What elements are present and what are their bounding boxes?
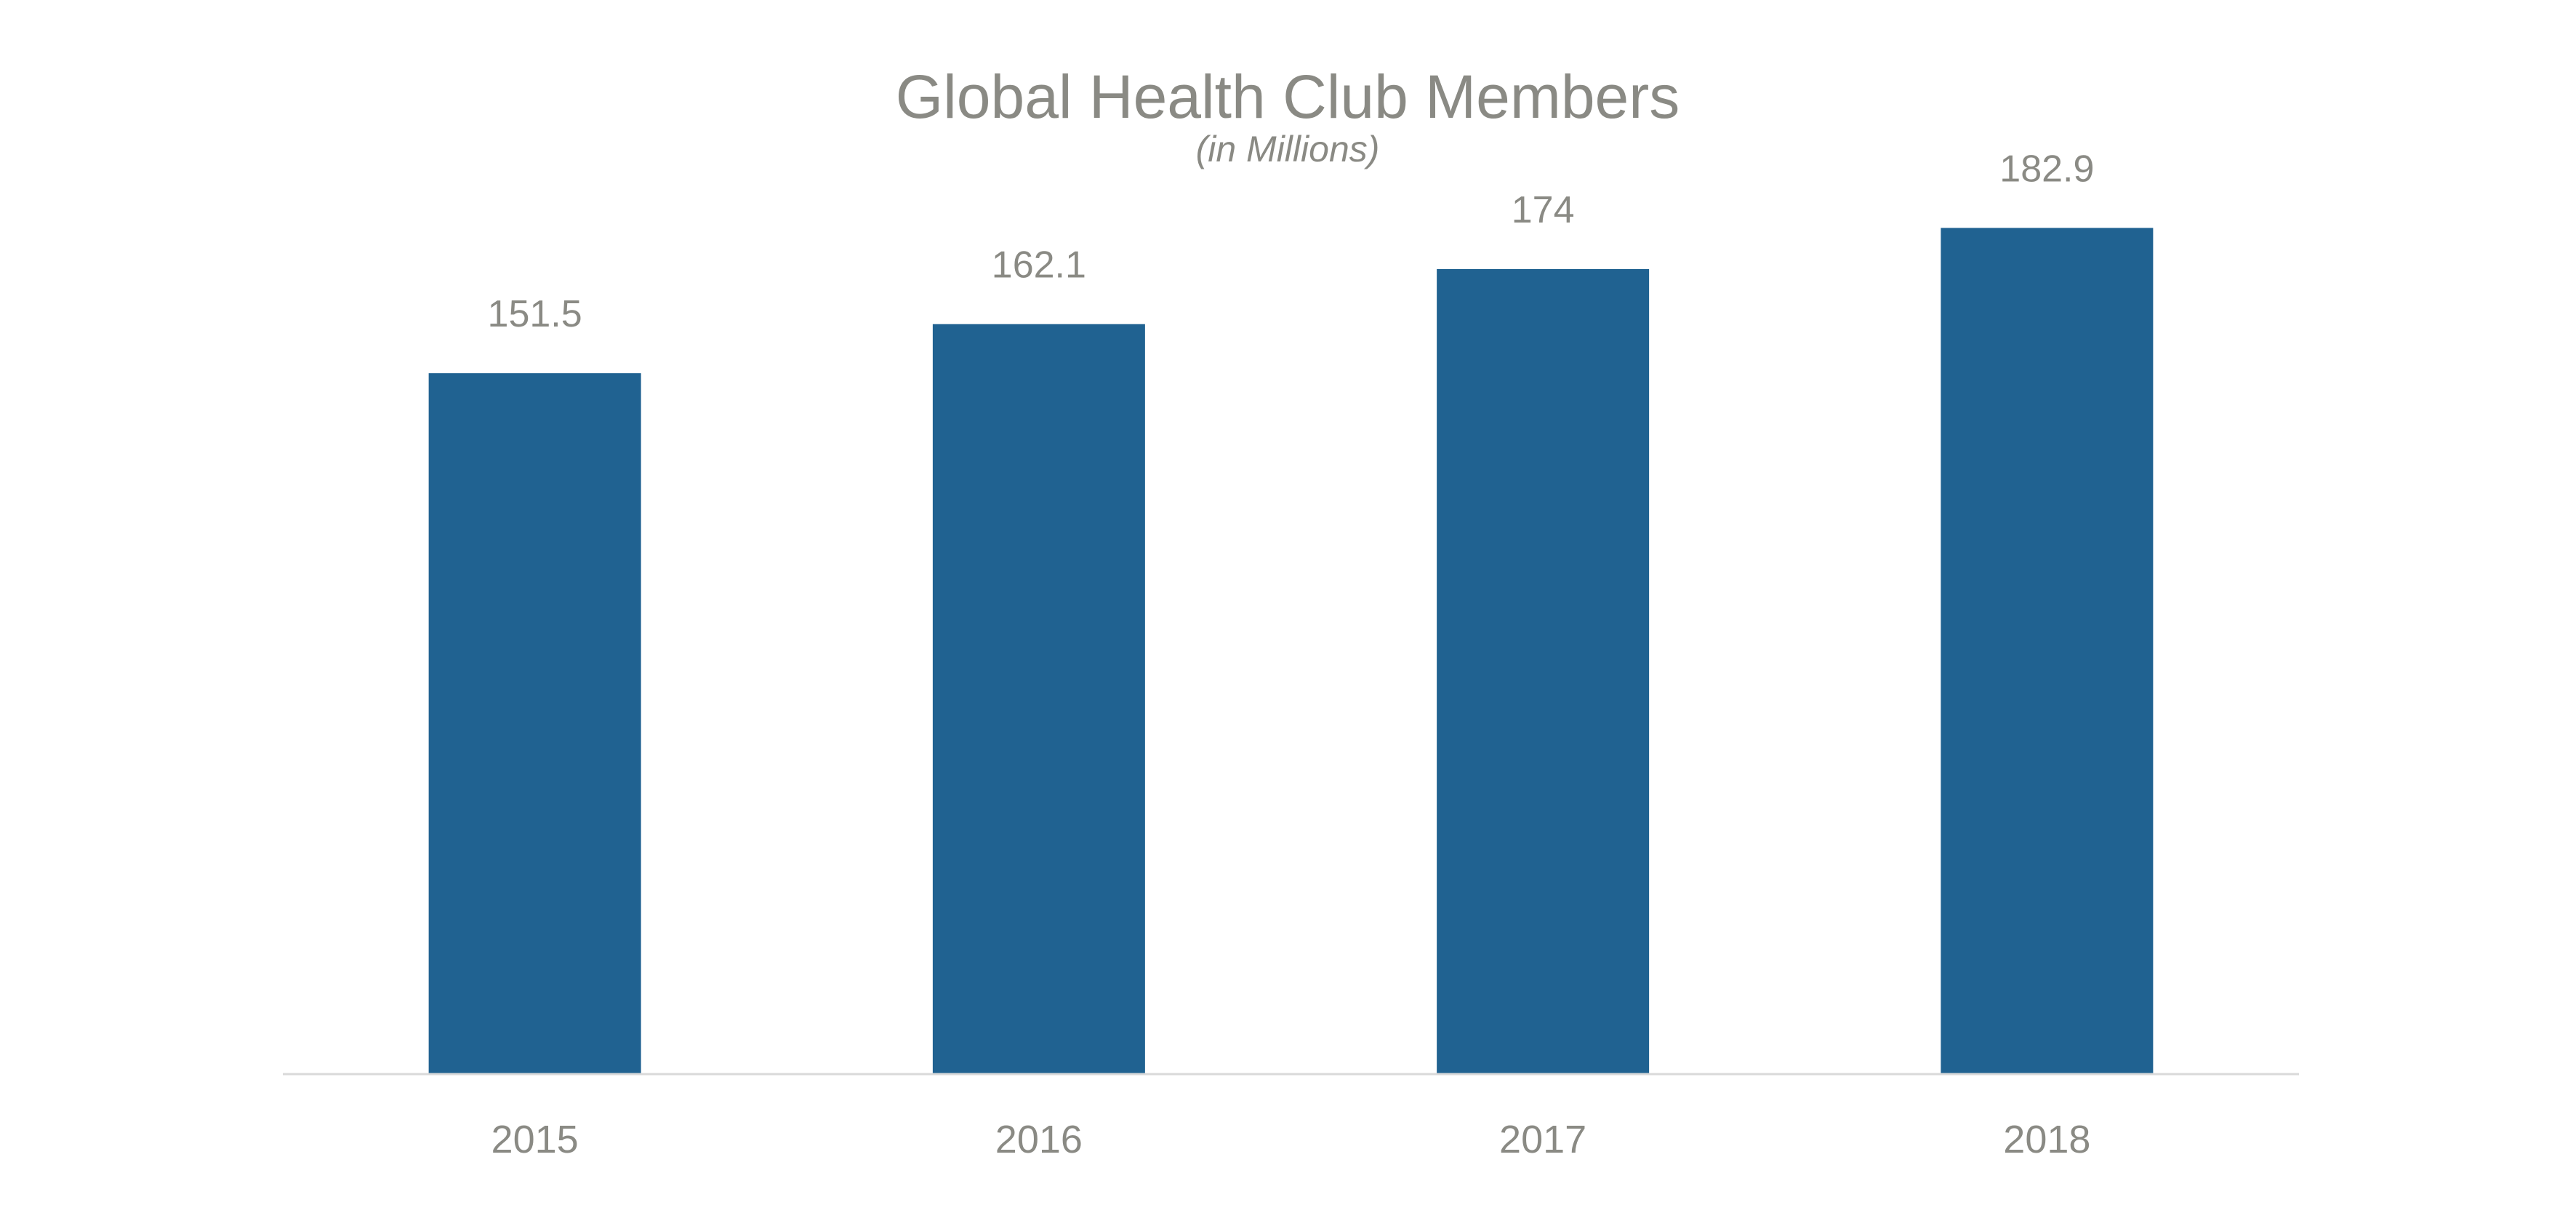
data-label-group: 151.5 162.1 174 182.9 bbox=[488, 148, 2095, 335]
x-tick-label-2017: 2017 bbox=[1499, 1118, 1586, 1161]
x-tick-label-2015: 2015 bbox=[491, 1118, 579, 1161]
bar-2015 bbox=[428, 373, 641, 1074]
bar-2018 bbox=[1941, 228, 2154, 1075]
x-tick-group: 2015 2016 2017 2018 bbox=[491, 1118, 2091, 1161]
data-label-2018: 182.9 bbox=[1999, 148, 2094, 190]
chart-subtitle: (in Millions) bbox=[1196, 129, 1380, 169]
data-label-2015: 151.5 bbox=[488, 293, 582, 335]
x-tick-label-2018: 2018 bbox=[2003, 1118, 2090, 1161]
bar-group bbox=[428, 228, 2154, 1075]
data-label-2016: 162.1 bbox=[992, 244, 1086, 287]
x-tick-label-2016: 2016 bbox=[995, 1118, 1083, 1161]
bar-2016 bbox=[932, 324, 1145, 1075]
chart-title: Global Health Club Members bbox=[896, 63, 1680, 131]
data-label-2017: 174 bbox=[1512, 189, 1575, 231]
bar-2017 bbox=[1437, 269, 1650, 1075]
